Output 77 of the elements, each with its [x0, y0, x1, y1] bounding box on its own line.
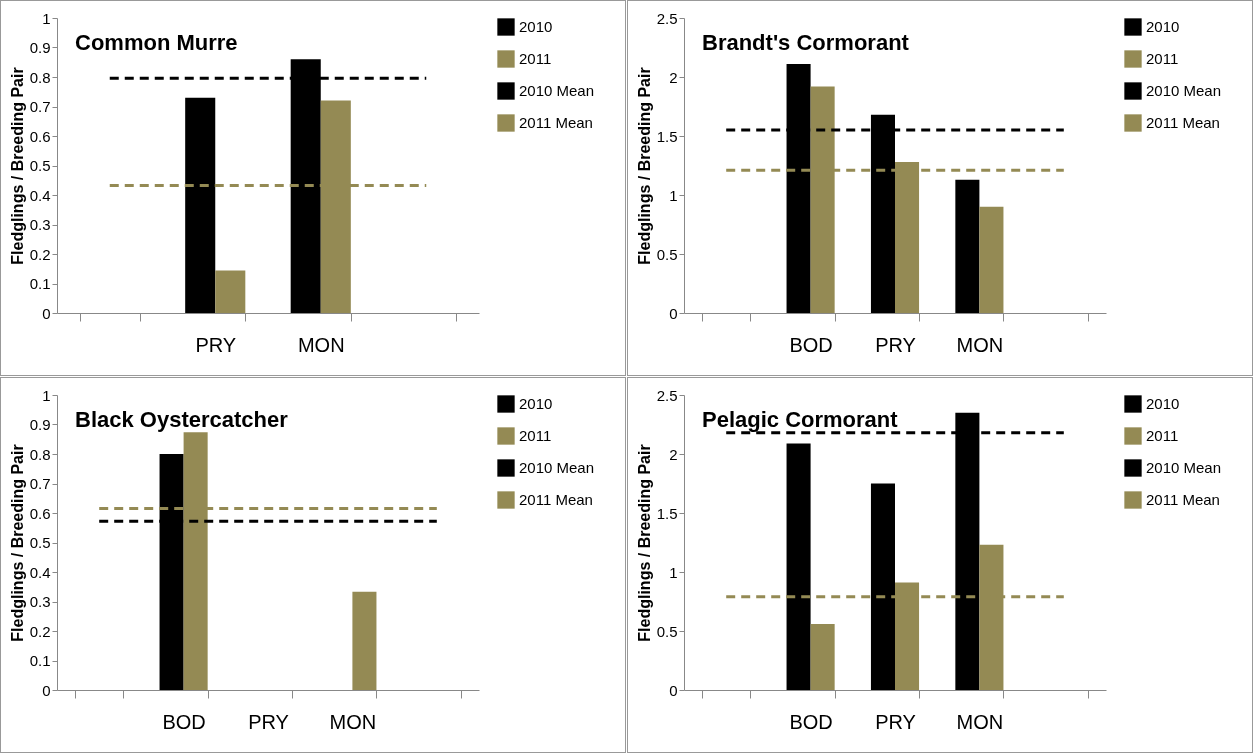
y-tick-label: 0.2 [29, 622, 51, 640]
legend-label: 2010 [1146, 18, 1180, 35]
legend-label: 2010 Mean [519, 459, 595, 476]
y-tick-label: 0.9 [29, 39, 51, 56]
y-axis-title: Fledglings / Breeding Pair [635, 67, 653, 265]
y-axis-title: Fledglings / Breeding Pair [635, 444, 653, 642]
legend-label: 2011 [519, 427, 552, 444]
bar [955, 179, 980, 313]
legend-label: 2011 Mean [519, 114, 593, 131]
y-tick-label: 0.5 [29, 534, 51, 551]
x-tick-label: BOD [789, 710, 833, 733]
bar [215, 270, 246, 313]
x-tick-label: MON [297, 333, 345, 356]
x-tick-label: MON [956, 333, 1004, 356]
y-tick-label: 0.7 [29, 98, 51, 115]
bar [786, 443, 811, 690]
text: Pelagic Cormorant [702, 407, 899, 432]
legend-label: 2010 [519, 18, 553, 35]
y-tick-label: 0.6 [29, 127, 51, 145]
y-axis-title: Fledglings / Breeding Pair [8, 444, 26, 642]
legend-label: 2011 Mean [1146, 114, 1220, 131]
y-tick-label: 0.9 [29, 416, 51, 433]
y-axis-title: Fledglings / Breeding Pair [8, 67, 26, 265]
y-tick-label: 0.5 [29, 157, 51, 174]
bar [352, 591, 377, 690]
bar [979, 206, 1004, 313]
text: Black Oystercatcher [75, 407, 289, 432]
y-tick-label: 0.8 [29, 445, 51, 463]
y-tick-label: 0.3 [29, 593, 51, 610]
text: Common Murre [75, 30, 238, 55]
x-tick-label: BOD [162, 710, 206, 733]
legend-label: 2011 [519, 50, 552, 67]
x-tick-label: PRY [195, 333, 237, 356]
y-tick-label: 0.1 [29, 275, 51, 292]
y-tick-label: 0 [669, 304, 678, 322]
bar [185, 97, 216, 313]
y-tick-label: 0.5 [656, 245, 678, 263]
legend-label: 2011 [1146, 427, 1179, 444]
y-tick-label: 0 [669, 681, 678, 699]
y-tick-label: 2.5 [656, 386, 678, 404]
y-tick-label: 0.4 [29, 186, 51, 204]
legend-label: 2010 Mean [519, 82, 595, 99]
legend-label: 2010 Mean [1146, 82, 1222, 99]
y-tick-label: 1.5 [656, 504, 678, 522]
y-tick-label: 0.2 [29, 245, 51, 263]
y-tick-label: 1 [669, 186, 678, 204]
text: Brandt's Cormorant [702, 30, 910, 55]
y-tick-label: 0.4 [29, 563, 51, 581]
y-tick-label: 0 [42, 681, 51, 699]
x-tick-label: MON [329, 710, 377, 733]
y-tick-label: 1 [42, 386, 51, 404]
y-tick-label: 2 [669, 445, 678, 463]
x-tick-label: MON [956, 710, 1004, 733]
y-tick-label: 0.7 [29, 475, 51, 492]
legend-label: 2011 Mean [519, 491, 593, 508]
legend-label: 2010 Mean [1146, 459, 1222, 476]
y-tick-label: 0.5 [656, 622, 678, 640]
legend-label: 2010 [1146, 395, 1180, 412]
x-tick-label: BOD [789, 333, 833, 356]
y-tick-label: 2.5 [656, 9, 678, 27]
x-tick-label: PRY [248, 710, 289, 733]
bar [810, 623, 835, 690]
x-tick-label: PRY [875, 333, 916, 356]
x-tick-label: PRY [875, 710, 916, 733]
y-tick-label: 1.5 [656, 127, 678, 145]
y-tick-label: 2 [669, 68, 678, 86]
y-tick-label: 1 [669, 563, 678, 581]
y-tick-label: 0.8 [29, 68, 51, 86]
y-tick-label: 0.3 [29, 216, 51, 233]
y-tick-label: 0.6 [29, 504, 51, 522]
legend-label: 2011 [1146, 50, 1179, 67]
bar [870, 483, 895, 690]
legend-label: 2011 Mean [1146, 491, 1220, 508]
y-tick-label: 1 [42, 9, 51, 27]
legend-label: 2010 [519, 395, 553, 412]
y-tick-label: 0 [42, 304, 51, 322]
y-tick-label: 0.1 [29, 652, 51, 669]
